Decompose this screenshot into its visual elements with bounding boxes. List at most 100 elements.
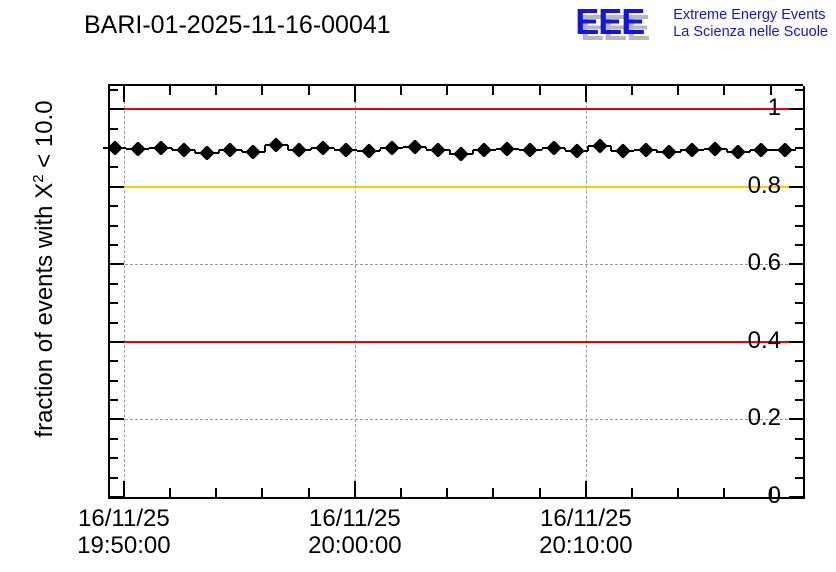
y-tick-minor-right bbox=[795, 166, 803, 169]
data-connector-segment bbox=[610, 145, 613, 151]
x-tick-minor bbox=[400, 488, 403, 497]
y-tick-minor-right bbox=[795, 476, 803, 479]
data-bin-segment bbox=[518, 148, 542, 151]
upper-red-threshold bbox=[110, 108, 803, 111]
data-point-marker bbox=[476, 142, 492, 158]
data-connector-segment bbox=[240, 149, 243, 152]
page-title: BARI-01-2025-11-16-00041 bbox=[84, 11, 391, 39]
y-tick-label: 0.6 bbox=[747, 249, 781, 277]
y-tick-major bbox=[110, 185, 124, 188]
data-point-marker bbox=[291, 142, 308, 159]
x-tick-major-top bbox=[584, 86, 587, 102]
data-bin-segment bbox=[726, 150, 750, 153]
y-tick-major-right bbox=[789, 108, 803, 111]
y-tick-minor-right bbox=[795, 321, 803, 324]
y-tick-minor bbox=[110, 399, 118, 402]
y-tick-label: 0.8 bbox=[747, 171, 781, 199]
plot-frame-top bbox=[108, 84, 803, 86]
data-connector-segment bbox=[517, 148, 520, 150]
x-tick-minor-top bbox=[631, 86, 634, 95]
x-tick-minor bbox=[261, 488, 264, 497]
x-tick-label-date: 16/11/25 bbox=[309, 505, 401, 532]
data-connector-segment bbox=[471, 149, 474, 155]
y-tick-minor bbox=[110, 205, 118, 208]
data-bin-segment bbox=[334, 148, 358, 151]
x-tick-minor bbox=[769, 488, 772, 497]
y-tick-minor-right bbox=[795, 379, 803, 382]
data-point-marker bbox=[245, 144, 261, 160]
eee-logo-mark-shadow: EEE bbox=[580, 7, 650, 48]
y-axis-label-suffix: < 10.0 bbox=[31, 100, 58, 175]
y-tick-minor bbox=[110, 147, 118, 150]
data-bin-segment bbox=[126, 147, 150, 150]
data-bin-segment bbox=[149, 146, 173, 149]
x-tick-minor-top bbox=[677, 86, 680, 95]
data-bin-segment bbox=[403, 146, 427, 149]
data-point-marker bbox=[615, 142, 631, 159]
x-tick-minor-top bbox=[215, 86, 218, 95]
y-tick-minor bbox=[110, 321, 118, 324]
data-bin-segment bbox=[264, 143, 288, 146]
y-tick-minor-right bbox=[795, 457, 803, 460]
data-connector-segment bbox=[679, 149, 682, 153]
data-point-marker bbox=[314, 140, 331, 157]
data-bin-segment bbox=[380, 147, 404, 150]
data-point-marker bbox=[407, 139, 423, 156]
data-bin-segment bbox=[195, 152, 219, 155]
y-tick-minor-right bbox=[795, 224, 803, 227]
x-tick-label-date: 16/11/25 bbox=[78, 505, 170, 532]
y-tick-major-right bbox=[789, 340, 803, 343]
x-tick-minor-top bbox=[307, 86, 310, 95]
x-tick-minor bbox=[723, 488, 726, 497]
data-point-marker bbox=[222, 141, 238, 158]
data-point-marker bbox=[129, 141, 146, 157]
data-connector-segment bbox=[540, 148, 543, 150]
data-connector-segment bbox=[286, 144, 289, 151]
y-tick-major-right bbox=[789, 418, 803, 421]
x-tick-minor-top bbox=[169, 86, 172, 95]
x-tick-minor-top bbox=[769, 86, 772, 95]
data-connector-segment bbox=[725, 148, 728, 152]
y-tick-minor bbox=[110, 243, 118, 246]
data-point-marker bbox=[199, 145, 215, 161]
x-tick-minor bbox=[446, 488, 449, 497]
data-point-marker bbox=[268, 137, 285, 153]
data-connector-segment bbox=[125, 147, 128, 149]
data-bin-segment bbox=[287, 149, 311, 152]
data-point-marker bbox=[430, 141, 446, 158]
data-point-marker bbox=[384, 140, 400, 157]
gridline-vertical bbox=[354, 86, 356, 497]
x-tick-minor bbox=[169, 488, 172, 497]
y-tick-minor bbox=[110, 127, 118, 130]
x-tick-minor bbox=[538, 488, 541, 497]
y-tick-minor-right bbox=[795, 243, 803, 246]
data-point-marker bbox=[337, 141, 354, 158]
y-tick-minor-right bbox=[795, 399, 803, 402]
y-tick-minor-right bbox=[795, 205, 803, 208]
y-tick-minor-right bbox=[795, 127, 803, 130]
x-tick-minor bbox=[677, 488, 680, 497]
x-tick-minor-top bbox=[538, 86, 541, 95]
y-tick-major bbox=[110, 263, 124, 266]
data-connector-segment bbox=[702, 148, 705, 150]
x-tick-label: 16/11/25 20:10:00 bbox=[539, 497, 632, 559]
x-tick-label: 16/11/25 20:00:00 bbox=[308, 497, 401, 559]
eee-logo-line1: Extreme Energy Events bbox=[673, 7, 826, 23]
y-tick-major-right bbox=[789, 185, 803, 188]
y-tick-minor bbox=[110, 166, 118, 169]
x-tick-minor-top bbox=[446, 86, 449, 95]
x-tick-major bbox=[353, 481, 356, 497]
x-tick-major-top bbox=[353, 86, 356, 102]
data-connector-segment bbox=[564, 148, 567, 151]
y-tick-label: 1 bbox=[767, 94, 781, 122]
data-point-marker bbox=[153, 139, 169, 156]
y-tick-major-right bbox=[789, 263, 803, 266]
data-point-marker bbox=[638, 141, 654, 158]
data-connector-segment bbox=[771, 149, 774, 151]
data-connector-segment bbox=[309, 148, 312, 151]
x-tick-label: 16/11/25 19:50:00 bbox=[77, 497, 170, 559]
data-connector-segment bbox=[356, 149, 359, 151]
x-tick-minor bbox=[631, 488, 634, 497]
data-point-marker bbox=[753, 141, 770, 158]
